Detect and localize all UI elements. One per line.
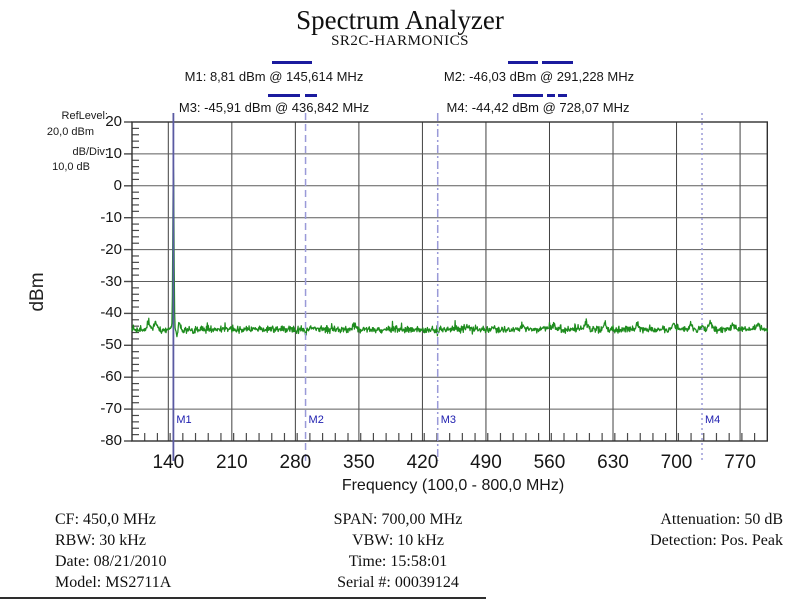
vbw-readout: VBW: 10 kHz (352, 532, 444, 549)
trace-title: SR2C-HARMONICS (331, 33, 469, 49)
page-title: Spectrum Analyzer (296, 5, 504, 35)
y-tick-label: -10 (100, 208, 122, 226)
footer-divider (0, 597, 486, 599)
db-per-div-label: dB/Div: (72, 146, 108, 158)
x-tick-label: 350 (343, 452, 375, 473)
x-tick-label: 700 (660, 452, 693, 473)
marker-annotation-bar (513, 94, 543, 97)
marker-annotation-bar (542, 61, 573, 64)
y-tick-label: -40 (100, 304, 122, 322)
marker-annotation-bar (508, 61, 538, 64)
plot-border (131, 121, 768, 442)
y-tick-label: 0 (113, 176, 122, 194)
x-tick-label: 490 (470, 452, 502, 473)
time-readout: Time: 15:58:01 (348, 553, 448, 570)
attenuation-readout: Attenuation: 50 dB (660, 511, 783, 528)
x-tick-label: 280 (279, 452, 312, 473)
x-tick-label: 630 (597, 452, 629, 473)
marker-flag-m3: M3 (440, 414, 456, 426)
detection-readout: Detection: Pos. Peak (650, 532, 783, 549)
x-tick-label: 210 (215, 452, 248, 473)
marker-annotation-bar (558, 94, 567, 97)
marker-flag-m2: M2 (308, 414, 324, 426)
spectrum-trace (131, 158, 768, 338)
x-tick-label: 770 (724, 452, 756, 473)
marker-flag-m4: M4 (705, 414, 721, 426)
y-tick-label: -20 (100, 240, 122, 258)
ref-level-label: RefLevel: (61, 110, 108, 122)
model-readout: Model: MS2711A (55, 574, 172, 591)
x-tick-label: 560 (533, 452, 566, 473)
marker-flag-m1: M1 (176, 414, 192, 426)
marker-annotation-bar (268, 94, 300, 97)
x-tick-label: 420 (406, 452, 439, 473)
footer-right-column: Attenuation: 50 dB Detection: Pos. Peak (483, 509, 783, 551)
ref-level-value: 20,0 dBm (46, 126, 94, 138)
rbw-readout: RBW: 30 kHz (55, 532, 146, 549)
cf-readout: CF: 450,0 MHz (55, 511, 156, 528)
y-tick-label: 20 (105, 113, 122, 130)
marker-annotation-bar (272, 61, 312, 64)
footer-left-column: CF: 450,0 MHz RBW: 30 kHz Date: 08/21/20… (55, 509, 171, 593)
marker-readout-m3: M3: -45,91 dBm @ 436,842 MHz (178, 100, 370, 115)
footer-center-column: SPAN: 700,00 MHz VBW: 10 kHz Time: 15:58… (248, 509, 548, 593)
marker-readout-m2: M2: -46,03 dBm @ 291,228 MHz (443, 69, 635, 84)
y-tick-label: -60 (100, 368, 122, 386)
y-tick-label: 10 (105, 144, 122, 162)
serial-readout: Serial #: 00039124 (337, 574, 459, 591)
marker-readout-m1: M1: 8,81 dBm @ 145,614 MHz (184, 69, 364, 84)
marker-annotation-bar (547, 94, 555, 97)
date-readout: Date: 08/21/2010 (55, 553, 167, 570)
y-tick-label: -70 (100, 400, 122, 418)
marker-annotation-bar (305, 94, 317, 97)
x-axis-title: Frequency (100,0 - 800,0 MHz) (341, 477, 565, 494)
db-per-div-value: 10,0 dB (52, 161, 90, 173)
y-tick-label: -80 (100, 432, 122, 449)
marker-readout-m4: M4: -44,42 dBm @ 728,07 MHz (446, 100, 630, 115)
y-tick-label: -50 (100, 336, 122, 354)
x-tick-label: 140 (152, 452, 185, 473)
span-readout: SPAN: 700,00 MHz (333, 511, 463, 528)
y-tick-label: -30 (100, 272, 122, 290)
